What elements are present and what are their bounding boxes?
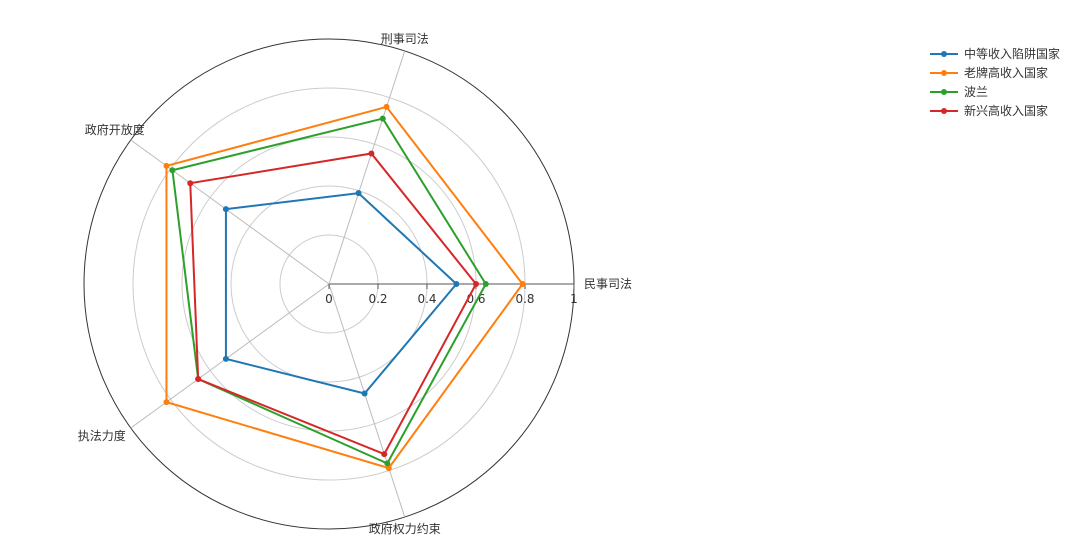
data-point: [385, 465, 392, 472]
data-point: [163, 399, 170, 406]
axis-line: [328, 283, 406, 518]
data-point: [195, 376, 202, 383]
axis-label: 民事司法: [584, 277, 632, 291]
axis-line: [328, 50, 406, 285]
radial-tick-labels: 0 0.2 0.4 0.6 0.8 1: [325, 292, 578, 306]
legend-swatch-marker: [941, 89, 947, 95]
axis-label: 政府开放度: [85, 122, 145, 137]
data-point: [169, 167, 176, 174]
tick-label: 0.8: [515, 292, 534, 306]
data-point: [473, 281, 479, 287]
axis-label: 政府权力约束: [369, 521, 441, 536]
legend-label: 新兴高收入国家: [964, 103, 1048, 118]
data-point: [379, 115, 386, 122]
data-point: [381, 451, 388, 458]
data-point: [519, 281, 526, 287]
tick-label: 0: [325, 292, 333, 306]
axis-label: 刑事司法: [381, 32, 429, 46]
legend-swatch-marker: [941, 51, 947, 57]
data-point: [222, 355, 229, 362]
series-line: [189, 152, 478, 456]
data-point: [383, 103, 390, 110]
series-group: [222, 190, 460, 397]
legend-item[interactable]: 波兰: [930, 85, 988, 99]
data-point: [384, 460, 391, 467]
radar-axes: [130, 50, 575, 518]
legend-label: 波兰: [964, 85, 988, 99]
axis-line: [130, 139, 330, 285]
series-line: [224, 192, 458, 395]
data-point: [482, 281, 489, 287]
legend-item[interactable]: 老牌高收入国家: [930, 65, 1048, 80]
series-line: [171, 117, 487, 465]
data-point: [163, 162, 170, 169]
tick-label: 0.2: [368, 292, 387, 306]
legend-item[interactable]: 中等收入陷阱国家: [930, 46, 1060, 61]
legend-swatch-marker: [941, 108, 947, 114]
tick-label: 0.4: [417, 292, 436, 306]
series-line: [165, 105, 524, 470]
data-point: [361, 390, 368, 397]
data-point: [453, 281, 460, 287]
legend-label: 老牌高收入国家: [964, 65, 1048, 80]
axis-line: [130, 283, 330, 429]
series-group: [163, 103, 526, 472]
radar-series: [163, 103, 526, 472]
axis-label: 执法力度: [78, 428, 126, 443]
tick-label: 0.6: [466, 292, 485, 306]
data-point: [368, 150, 375, 157]
series-group: [169, 115, 489, 467]
data-point: [355, 190, 362, 197]
legend-label: 中等收入陷阱国家: [964, 46, 1060, 61]
legend-item[interactable]: 新兴高收入国家: [930, 103, 1048, 118]
data-point: [222, 206, 229, 213]
data-point: [187, 180, 194, 187]
legend-swatch-marker: [941, 70, 947, 76]
series-group: [187, 150, 479, 458]
tick-label: 1: [570, 292, 578, 306]
